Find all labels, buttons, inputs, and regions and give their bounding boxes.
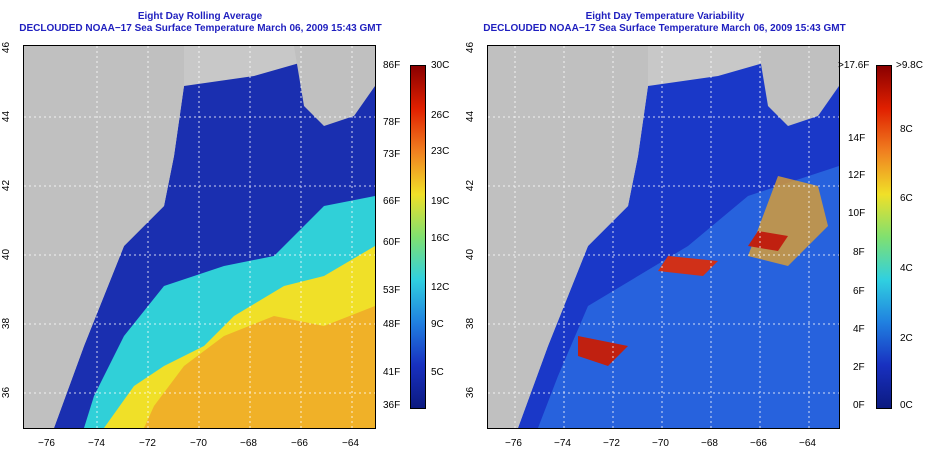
left-colorbar-f-label: 48F xyxy=(383,319,401,330)
hot-water-region xyxy=(144,306,375,428)
right-colorbar xyxy=(876,65,892,409)
right-map-title: Eight Day Temperature Variability xyxy=(585,11,745,22)
left-colorbar-c-label: 26C xyxy=(431,110,450,121)
left-map-title: Eight Day Rolling Average xyxy=(137,11,263,22)
left-colorbar-c-label: 16C xyxy=(431,233,450,244)
left-lon-label-76: −76 xyxy=(38,438,55,449)
right-map-subtitle: DECLOUDED NOAA−17 Sea Surface Temperatur… xyxy=(483,23,846,34)
left-lon-label-66: −66 xyxy=(291,438,308,449)
nova-scotia xyxy=(758,46,839,126)
right-lon-label-68: −68 xyxy=(701,438,718,449)
left-map-graphic xyxy=(24,46,375,428)
left-lon-label-74: −74 xyxy=(88,438,105,449)
left-lon-label-70: −70 xyxy=(190,438,207,449)
left-sst-map xyxy=(23,45,376,429)
left-colorbar-f-label: 53F xyxy=(383,285,401,296)
left-colorbar-c-label: 9C xyxy=(431,319,444,330)
left-colorbar-f-label: 86F xyxy=(383,60,401,71)
right-colorbar-c-label: 8C xyxy=(900,124,913,135)
left-lat-label-36: 36 xyxy=(1,386,13,399)
variability-peak-region-2 xyxy=(578,336,628,366)
right-colorbar-f-label: >17.6F xyxy=(838,60,870,71)
right-variability-map xyxy=(487,45,840,429)
left-colorbar-c-label: 30C xyxy=(431,60,450,71)
right-colorbar-c-label: 0C xyxy=(900,400,913,411)
right-colorbar-c-label: 6C xyxy=(900,193,913,204)
right-lat-label-38: 38 xyxy=(465,317,477,330)
right-colorbar-c-label: 4C xyxy=(900,263,913,274)
left-colorbar-c-label: 23C xyxy=(431,146,450,157)
left-lon-label-68: −68 xyxy=(240,438,257,449)
left-colorbar-f-label: 41F xyxy=(383,367,401,378)
right-colorbar-f-label: 2F xyxy=(853,362,865,373)
right-map-graphic xyxy=(488,46,839,428)
left-colorbar-c-label: 12C xyxy=(431,282,450,293)
left-lon-label-72: −72 xyxy=(139,438,156,449)
left-colorbar-c-label: 19C xyxy=(431,196,450,207)
right-lon-label-74: −74 xyxy=(554,438,571,449)
right-colorbar-c-label: 2C xyxy=(900,333,913,344)
left-colorbar-f-label: 78F xyxy=(383,117,401,128)
land-mass xyxy=(488,46,648,428)
right-lat-label-40: 40 xyxy=(465,248,477,261)
right-colorbar-f-label: 10F xyxy=(848,208,866,219)
left-colorbar xyxy=(410,65,426,409)
right-colorbar-f-label: 12F xyxy=(848,170,866,181)
left-colorbar-c-label: 5C xyxy=(431,367,444,378)
right-colorbar-f-label: 14F xyxy=(848,133,866,144)
variability-peak-region-3 xyxy=(658,256,718,276)
variability-peak-region xyxy=(748,231,788,251)
left-colorbar-f-label: 73F xyxy=(383,149,401,160)
right-colorbar-f-label: 8F xyxy=(853,247,865,258)
left-colorbar-f-label: 36F xyxy=(383,400,401,411)
right-colorbar-c-label: >9.8C xyxy=(896,60,923,71)
right-lon-label-66: −66 xyxy=(750,438,767,449)
left-colorbar-f-label: 66F xyxy=(383,196,401,207)
right-lon-label-76: −76 xyxy=(505,438,522,449)
right-lon-label-64: −64 xyxy=(799,438,816,449)
right-lon-label-72: −72 xyxy=(603,438,620,449)
left-lon-label-64: −64 xyxy=(342,438,359,449)
right-lat-label-44: 44 xyxy=(465,110,477,123)
left-lat-label-40: 40 xyxy=(1,248,13,261)
nova-scotia xyxy=(294,46,375,126)
right-lon-label-70: −70 xyxy=(652,438,669,449)
left-lat-label-42: 42 xyxy=(1,179,13,192)
left-lat-label-38: 38 xyxy=(1,317,13,330)
right-lat-label-42: 42 xyxy=(465,179,477,192)
left-lat-label-46: 46 xyxy=(1,41,13,54)
land-mass xyxy=(24,46,184,428)
left-lat-label-44: 44 xyxy=(1,110,13,123)
left-colorbar-f-label: 60F xyxy=(383,237,401,248)
right-colorbar-f-label: 6F xyxy=(853,286,865,297)
right-lat-label-46: 46 xyxy=(465,41,477,54)
right-colorbar-f-label: 0F xyxy=(853,400,865,411)
right-colorbar-f-label: 4F xyxy=(853,324,865,335)
left-map-subtitle: DECLOUDED NOAA−17 Sea Surface Temperatur… xyxy=(19,23,382,34)
right-lat-label-36: 36 xyxy=(465,386,477,399)
